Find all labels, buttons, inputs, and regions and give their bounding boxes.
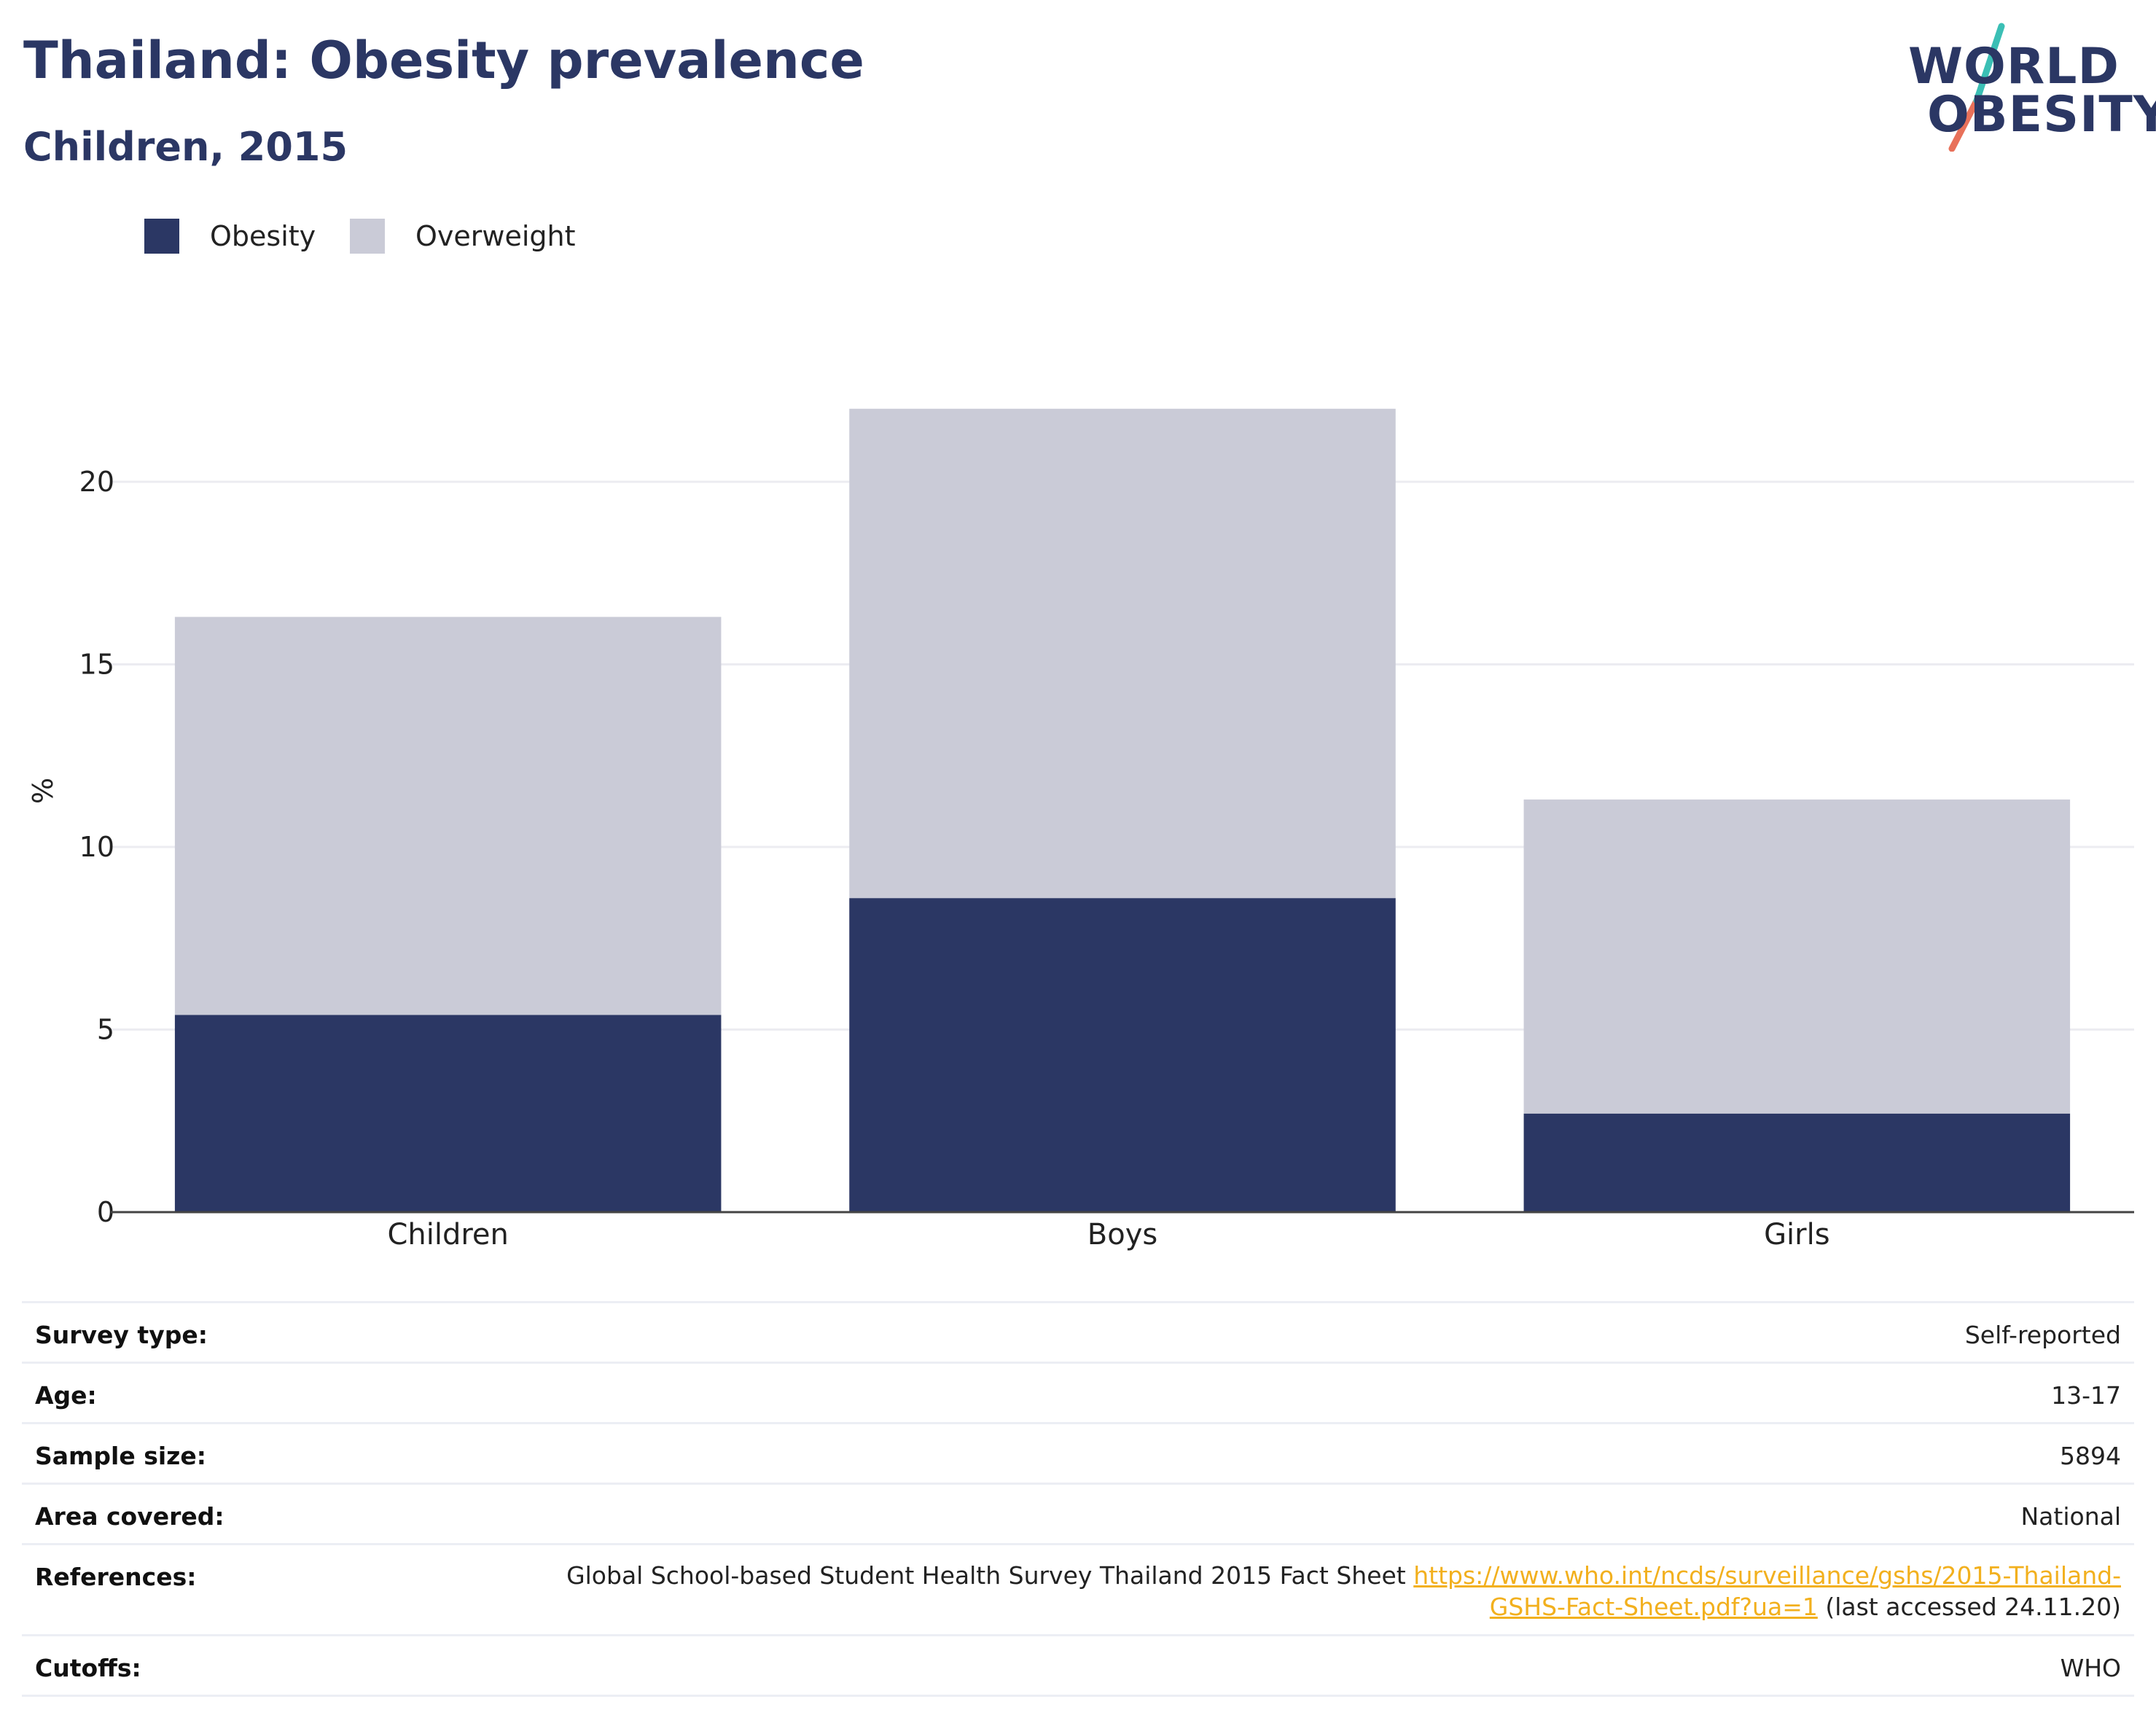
legend-swatch-overweight (350, 219, 385, 254)
y-tick-label: 5 (97, 1014, 114, 1046)
info-value-sample-size: 5894 (2060, 1442, 2121, 1470)
reference-link-part2[interactable]: GSHS-Fact-Sheet.pdf?ua=1 (1489, 1593, 1818, 1621)
info-value-age: 13-17 (2051, 1381, 2121, 1410)
legend-label-obesity: Obesity (210, 220, 316, 252)
info-label-area-covered: Area covered: (35, 1502, 224, 1531)
info-row-age: Age: 13-17 (22, 1362, 2134, 1422)
reference-link-part1[interactable]: https://www.who.int/ncds/surveillance/gs… (1413, 1561, 2121, 1590)
logo-text-obesity: OBESITY (1927, 86, 2156, 144)
reference-accessed-date: (last accessed 24.11.20) (1825, 1593, 2121, 1621)
survey-info-table: Survey type: Self-reported Age: 13-17 Sa… (22, 1301, 2134, 1697)
bar-obesity-children (174, 1015, 722, 1212)
y-tick-label: 10 (79, 831, 114, 863)
info-row-references: References: Global School-based Student … (22, 1543, 2134, 1634)
x-tick-label: Girls (1764, 1218, 1830, 1251)
bar-overweight-children (174, 617, 722, 1015)
info-label-cutoffs: Cutoffs: (35, 1654, 141, 1682)
chart-subtitle: Children, 2015 (23, 124, 348, 170)
legend-swatch-obesity (144, 219, 179, 254)
info-value-area-covered: National (2020, 1502, 2121, 1531)
info-label-age: Age: (35, 1381, 97, 1410)
logo-slash-icon (1948, 23, 2005, 152)
bar-obesity-girls (1523, 1113, 2071, 1212)
x-tick-label: Children (387, 1218, 508, 1251)
info-label-sample-size: Sample size: (35, 1442, 206, 1470)
y-axis-title: % (27, 778, 59, 804)
bar-obesity-boys (849, 898, 1396, 1212)
info-value-references: Global School-based Student Health Surve… (566, 1560, 2121, 1622)
info-value-cutoffs: WHO (2060, 1654, 2121, 1682)
legend-label-overweight: Overweight (415, 220, 576, 252)
info-row-cutoffs: Cutoffs: WHO (22, 1634, 2134, 1697)
info-row-sample-size: Sample size: 5894 (22, 1422, 2134, 1483)
reference-title: Global School-based Student Health Surve… (566, 1561, 1406, 1590)
world-obesity-logo: WORLD OBESITY (1895, 20, 2156, 152)
bar-overweight-boys (849, 408, 1396, 899)
chart-title: Thailand: Obesity prevalence (23, 31, 864, 90)
info-value-survey-type: Self-reported (1964, 1321, 2121, 1349)
x-tick-label: Boys (1087, 1218, 1157, 1251)
info-label-references: References: (35, 1563, 197, 1591)
info-row-survey-type: Survey type: Self-reported (22, 1301, 2134, 1362)
logo-text-world: WORLD (1908, 38, 2120, 95)
info-label-survey-type: Survey type: (35, 1321, 208, 1349)
y-tick-label: 15 (79, 649, 114, 681)
y-tick-label: 20 (79, 466, 114, 498)
bar-overweight-girls (1523, 799, 2071, 1114)
info-row-area-covered: Area covered: National (22, 1483, 2134, 1543)
